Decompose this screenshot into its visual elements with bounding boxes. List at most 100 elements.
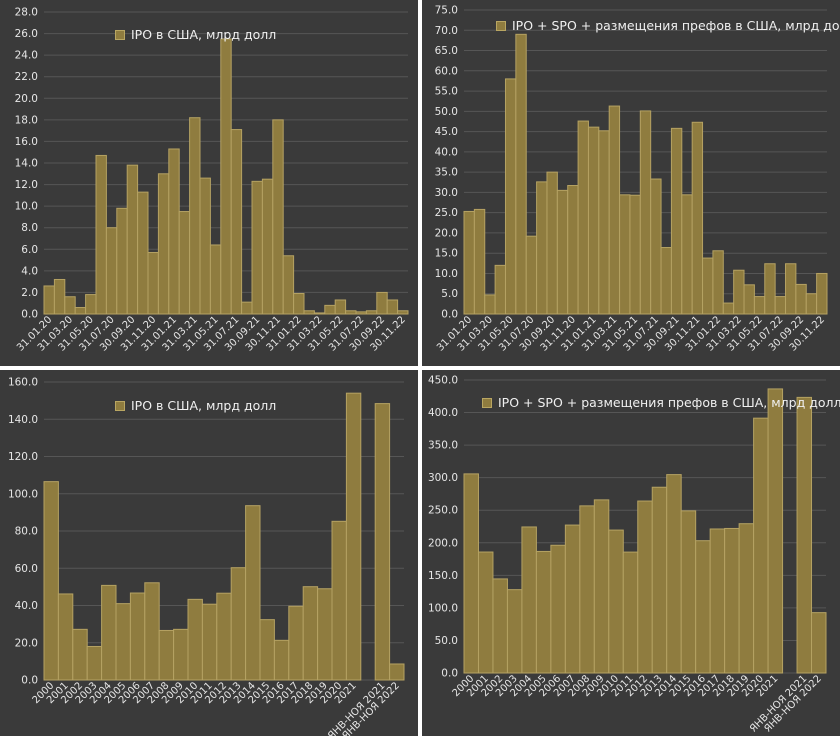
bar (201, 603, 218, 681)
bar (288, 605, 304, 681)
y-tick-label: 40.0 (15, 600, 38, 612)
y-tick-label: 350.0 (428, 440, 458, 452)
bar (515, 33, 527, 315)
y-tick-label: 5.0 (441, 288, 458, 300)
y-tick-label: 120.0 (8, 451, 38, 463)
y-tick-label: 60.0 (435, 65, 458, 77)
bar (230, 129, 243, 315)
y-tick-label: 300.0 (428, 472, 458, 484)
y-tick-label: 0.0 (441, 668, 458, 680)
bar (805, 293, 818, 315)
y-tick-label: 35.0 (435, 167, 458, 179)
bar (504, 78, 517, 315)
y-tick-label: 26.0 (15, 28, 38, 40)
y-tick-label: 250.0 (428, 505, 458, 517)
bar (567, 185, 579, 315)
y-tick-label: 24.0 (15, 50, 38, 62)
bar (670, 127, 683, 315)
bar (86, 645, 103, 681)
bar (637, 500, 653, 674)
bar (313, 312, 326, 315)
y-tick-label: 20.0 (15, 637, 38, 649)
y-tick-label: 65.0 (435, 45, 458, 57)
bar (126, 164, 139, 315)
bar (767, 388, 784, 674)
bar (743, 284, 755, 315)
bar (324, 304, 336, 315)
bar (43, 481, 59, 681)
bar (709, 528, 726, 674)
bar (355, 311, 367, 315)
y-tick-label: 10.0 (15, 201, 38, 213)
legend-label: IPO в США, млрд долл (131, 398, 277, 413)
chart-svg: 0.0 50.0 100.0 150.0 200.0 250.0 300.0 350.0 400… (428, 375, 827, 735)
bar (374, 403, 391, 681)
y-tick-label: 100.0 (8, 488, 38, 500)
bar (774, 296, 787, 315)
y-tick-label: 200.0 (428, 537, 458, 549)
bar (593, 499, 610, 674)
bar (251, 180, 263, 315)
bar (189, 117, 201, 315)
y-tick-label: 10.0 (435, 268, 458, 280)
bar (477, 551, 494, 674)
bar (666, 474, 682, 674)
y-tick-label: 0.0 (21, 675, 38, 687)
bar (608, 105, 621, 315)
bar (85, 294, 97, 315)
bar (564, 524, 581, 674)
bar (241, 301, 253, 315)
bar (272, 119, 284, 315)
bar (753, 417, 769, 674)
bar (345, 310, 357, 315)
bar (259, 619, 275, 681)
y-tick-label: 0.0 (21, 309, 38, 321)
y-tick-label: 55.0 (435, 86, 458, 98)
bar (629, 194, 641, 315)
bar (660, 247, 672, 315)
bar (105, 227, 118, 315)
bar (116, 207, 128, 315)
bar (220, 38, 232, 315)
bar (273, 639, 290, 681)
bar (795, 283, 807, 315)
y-tick-label: 20.0 (435, 227, 458, 239)
bar (494, 264, 506, 315)
legend: IPO в США, млрд долл (115, 27, 276, 42)
y-tick-label: 2.0 (21, 287, 38, 299)
bar (525, 235, 538, 315)
chart-ipo-monthly: 0.0 2.0 4.0 6.0 8.0 10.0 12.0 14.0 16.0 18.0 20.0 2… (0, 0, 418, 366)
bar (556, 189, 569, 315)
bar (386, 299, 399, 315)
bar (598, 130, 610, 315)
y-tick-label: 40.0 (435, 146, 458, 158)
bar (550, 544, 566, 674)
bar (764, 263, 776, 315)
y-tick-label: 75.0 (435, 5, 458, 17)
y-tick-label: 140.0 (8, 414, 38, 426)
bar (187, 598, 203, 681)
bar (484, 294, 496, 315)
y-tick-label: 8.0 (21, 222, 38, 234)
y-tick-label: 30.0 (435, 187, 458, 199)
y-tick-label: 16.0 (15, 136, 38, 148)
bar (101, 584, 117, 681)
bar (209, 244, 222, 315)
bar (302, 586, 319, 681)
bar (261, 178, 274, 315)
y-tick-label: 28.0 (15, 7, 38, 19)
bar (733, 269, 745, 315)
y-tick-label: 0.0 (441, 309, 458, 321)
bar (137, 191, 149, 315)
chart-ipo-yearly: 0.0 20.0 40.0 60.0 80.0 100.0 120.0 140.0 160.0 2… (0, 370, 418, 736)
legend-label: IPO + SPO + размещения префов в США, млр… (512, 18, 840, 33)
bar (53, 278, 66, 315)
y-tick-label: 50.0 (435, 106, 458, 118)
y-tick-label: 50.0 (435, 635, 458, 647)
bar (199, 177, 211, 315)
bar (303, 310, 315, 315)
bar (619, 194, 631, 315)
bar (463, 210, 475, 315)
bar (365, 310, 378, 315)
